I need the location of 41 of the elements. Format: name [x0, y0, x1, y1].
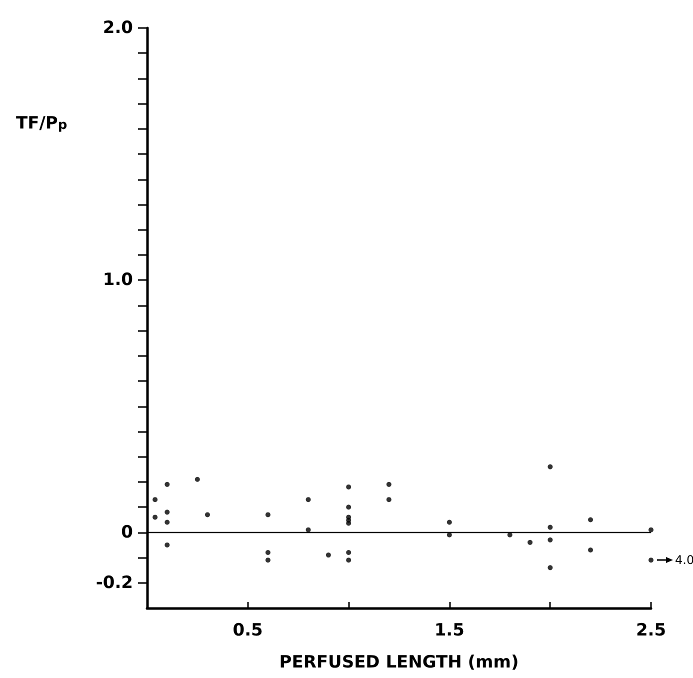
point — [346, 504, 352, 510]
point — [152, 497, 158, 502]
point — [164, 510, 170, 515]
point — [386, 482, 392, 487]
point — [548, 537, 553, 542]
point — [528, 540, 533, 545]
point — [346, 484, 352, 490]
point — [588, 517, 594, 522]
point — [194, 476, 200, 482]
point — [648, 527, 654, 532]
point — [204, 512, 210, 518]
annotation: 4.0 — [675, 553, 693, 568]
point — [346, 520, 352, 526]
point — [326, 552, 331, 558]
point — [265, 512, 270, 518]
point — [548, 524, 553, 530]
y-axis-title: TF/Pp — [16, 114, 68, 134]
x-axis-title: PERFUSED LENGTH (mm) — [279, 652, 519, 672]
point — [588, 548, 594, 552]
x-tick-label: 0.5 — [232, 620, 263, 640]
y-tick-label: 0 — [121, 522, 134, 542]
point — [164, 482, 170, 487]
point — [164, 520, 170, 525]
point — [306, 527, 311, 532]
point — [346, 550, 352, 556]
y-tick-label: 1.0 — [102, 270, 134, 290]
point — [548, 464, 553, 470]
point — [152, 514, 158, 520]
x-tick-label: 1.5 — [434, 620, 464, 640]
y-tick-label: -0.2 — [96, 572, 133, 593]
point — [386, 497, 392, 502]
point — [548, 565, 553, 570]
point — [265, 550, 270, 556]
point — [306, 497, 311, 502]
point — [164, 542, 170, 548]
point — [265, 558, 270, 563]
y-tick-label: 2.0 — [102, 18, 134, 38]
point — [346, 558, 352, 563]
x-tick-label: 2.5 — [636, 620, 666, 640]
point — [648, 558, 654, 563]
point — [446, 520, 452, 525]
